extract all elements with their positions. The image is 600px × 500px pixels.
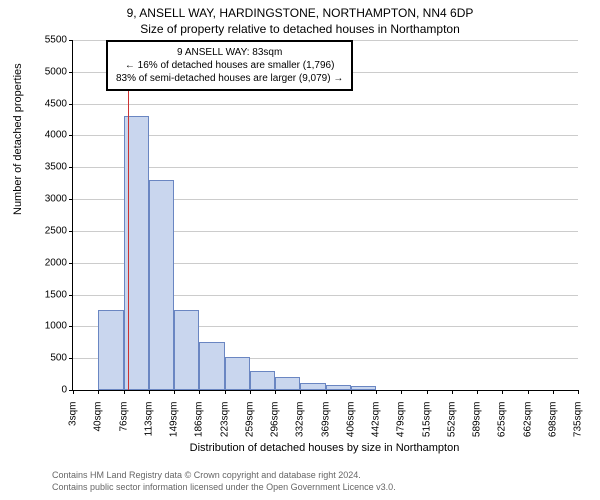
x-tick-mark <box>300 390 301 394</box>
x-tick-mark <box>427 390 428 394</box>
y-tick-label: 3500 <box>45 162 73 173</box>
x-tick-label: 552sqm <box>446 396 457 438</box>
x-tick-mark <box>199 390 200 394</box>
x-tick-mark <box>275 390 276 394</box>
x-tick-mark <box>452 390 453 394</box>
histogram-bar <box>326 385 351 390</box>
x-tick-mark <box>98 390 99 394</box>
annotation-box: 9 ANSELL WAY: 83sqm ← 16% of detached ho… <box>106 40 353 91</box>
x-tick-mark <box>553 390 554 394</box>
histogram-bar <box>275 377 300 390</box>
chart-title-line1: 9, ANSELL WAY, HARDINGSTONE, NORTHAMPTON… <box>0 6 600 20</box>
x-tick-mark <box>124 390 125 394</box>
histogram-bar <box>199 342 224 390</box>
x-tick-label: 698sqm <box>547 396 558 438</box>
gridline <box>73 167 578 168</box>
x-tick-label: 735sqm <box>573 396 584 438</box>
x-tick-label: 223sqm <box>219 396 230 438</box>
x-tick-mark <box>578 390 579 394</box>
x-tick-label: 589sqm <box>472 396 483 438</box>
x-tick-label: 40sqm <box>93 396 104 432</box>
x-tick-label: 662sqm <box>522 396 533 438</box>
chart-title-line2: Size of property relative to detached ho… <box>0 22 600 36</box>
footer-attribution: Contains HM Land Registry data © Crown c… <box>52 470 396 493</box>
x-tick-mark <box>502 390 503 394</box>
x-tick-mark <box>225 390 226 394</box>
x-tick-mark <box>174 390 175 394</box>
annotation-line2: ← 16% of detached houses are smaller (1,… <box>116 59 343 72</box>
y-tick-label: 2500 <box>45 225 73 236</box>
x-tick-mark <box>326 390 327 394</box>
y-tick-label: 5000 <box>45 66 73 77</box>
histogram-bar <box>174 310 199 390</box>
footer-line2: Contains public sector information licen… <box>52 482 396 494</box>
histogram-bar <box>149 180 174 390</box>
x-tick-label: 76sqm <box>118 396 129 432</box>
x-tick-mark <box>401 390 402 394</box>
x-tick-label: 515sqm <box>421 396 432 438</box>
chart-container: 9, ANSELL WAY, HARDINGSTONE, NORTHAMPTON… <box>0 0 600 500</box>
marker-line <box>128 40 129 390</box>
histogram-bar <box>250 371 275 390</box>
y-tick-label: 5500 <box>45 35 73 46</box>
x-axis-label: Distribution of detached houses by size … <box>72 442 577 454</box>
x-tick-label: 332sqm <box>295 396 306 438</box>
y-tick-label: 2000 <box>45 257 73 268</box>
x-tick-mark <box>149 390 150 394</box>
y-tick-label: 3000 <box>45 194 73 205</box>
x-tick-mark <box>376 390 377 394</box>
x-tick-label: 406sqm <box>345 396 356 438</box>
footer-line1: Contains HM Land Registry data © Crown c… <box>52 470 396 482</box>
x-tick-label: 149sqm <box>169 396 180 438</box>
x-tick-label: 259sqm <box>244 396 255 438</box>
y-tick-label: 0 <box>61 385 73 396</box>
annotation-line1: 9 ANSELL WAY: 83sqm <box>116 46 343 59</box>
x-tick-label: 625sqm <box>497 396 508 438</box>
x-tick-mark <box>73 390 74 394</box>
histogram-bar <box>351 386 376 390</box>
gridline <box>73 135 578 136</box>
x-tick-label: 442sqm <box>371 396 382 438</box>
x-tick-mark <box>351 390 352 394</box>
x-tick-label: 479sqm <box>396 396 407 438</box>
x-tick-mark <box>250 390 251 394</box>
histogram-bar <box>225 357 250 390</box>
y-tick-label: 1500 <box>45 289 73 300</box>
x-tick-label: 3sqm <box>68 396 79 426</box>
x-tick-label: 296sqm <box>270 396 281 438</box>
y-tick-label: 500 <box>50 353 73 364</box>
histogram-bar <box>300 383 325 390</box>
x-tick-mark <box>477 390 478 394</box>
x-tick-label: 113sqm <box>143 396 154 437</box>
x-tick-label: 186sqm <box>194 396 205 438</box>
plot-area: 0500100015002000250030003500400045005000… <box>72 40 578 391</box>
y-tick-label: 4500 <box>45 98 73 109</box>
histogram-bar <box>98 310 123 390</box>
x-tick-label: 369sqm <box>320 396 331 438</box>
x-tick-mark <box>528 390 529 394</box>
gridline <box>73 104 578 105</box>
y-tick-label: 4000 <box>45 130 73 141</box>
annotation-line3: 83% of semi-detached houses are larger (… <box>116 72 343 85</box>
y-tick-label: 1000 <box>45 321 73 332</box>
